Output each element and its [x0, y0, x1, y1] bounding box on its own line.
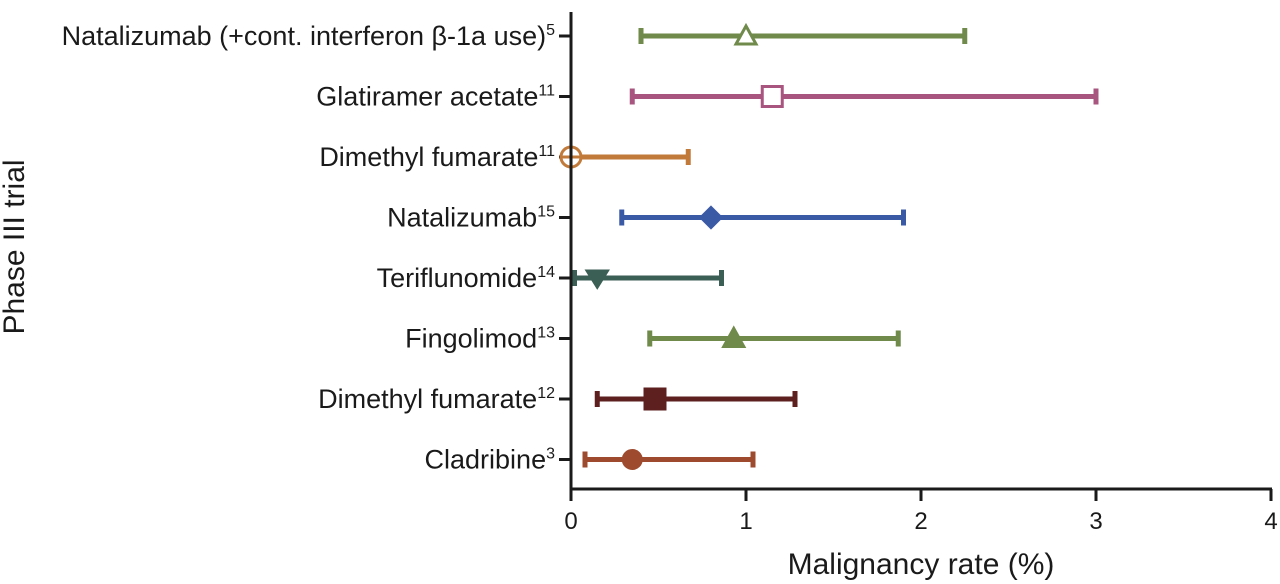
row-label-text: Natalizumab (+cont. interferon β-1a use): [62, 21, 547, 51]
point-estimate-marker: [760, 85, 784, 108]
x-tick-label: 4: [1264, 508, 1277, 535]
row-label: Teriflunomide14: [377, 263, 555, 293]
row-label-text: Fingolimod: [405, 324, 537, 354]
row-label: Dimethyl fumarate12: [318, 384, 555, 414]
forest-row: Teriflunomide14: [377, 263, 724, 293]
row-label-text: Cladribine: [425, 445, 547, 475]
forest-row: Fingolimod13: [405, 324, 901, 354]
row-reference: 11: [538, 143, 555, 160]
point-estimate-marker: [621, 449, 643, 470]
row-reference: 5: [546, 22, 555, 39]
row-label-text: Glatiramer acetate: [316, 82, 538, 112]
point-estimate-marker: [733, 22, 759, 46]
row-label: Fingolimod13: [405, 324, 555, 354]
row-reference: 14: [537, 264, 555, 281]
row-reference: 15: [537, 204, 555, 221]
row-reference: 3: [546, 446, 555, 463]
row-reference: 13: [537, 325, 555, 342]
forest-row: Natalizumab (+cont. interferon β-1a use)…: [62, 21, 968, 51]
x-tick-label: 1: [739, 508, 752, 535]
x-ticks: 0 1 2 3 4: [564, 489, 1278, 535]
forest-row: Dimethyl fumarate12: [318, 384, 798, 414]
row-reference: 12: [537, 385, 555, 402]
y-axis-title: Phase III trial: [0, 159, 31, 334]
x-tick-label: 2: [914, 508, 927, 535]
point-estimate-marker: [721, 325, 747, 348]
row-label-text: Dimethyl fumarate: [318, 384, 537, 414]
point-estimate-marker: [643, 387, 667, 411]
forest-row: Dimethyl fumarate11: [319, 142, 691, 172]
row-label: Dimethyl fumarate11: [319, 142, 555, 172]
point-estimate-marker: [584, 269, 610, 290]
forest-row: Cladribine3: [425, 445, 756, 475]
x-tick-label: 3: [1089, 508, 1102, 535]
row-reference: 11: [538, 83, 555, 100]
row-label: Natalizumab (+cont. interferon β-1a use)…: [62, 21, 556, 51]
row-label: Natalizumab15: [387, 203, 555, 233]
row-label-text: Natalizumab: [387, 203, 537, 233]
row-label: Cladribine3: [425, 445, 556, 475]
forest-row: Natalizumab15: [387, 203, 906, 233]
row-label-text: Dimethyl fumarate: [319, 142, 538, 172]
rows-layer: Natalizumab (+cont. interferon β-1a use)…: [62, 21, 1099, 475]
forest-row: Glatiramer acetate11: [316, 82, 1099, 112]
x-tick-label: 0: [564, 508, 577, 535]
row-label: Glatiramer acetate11: [316, 82, 555, 112]
point-estimate-marker: [698, 205, 724, 230]
x-axis-title: Malignancy rate (%): [788, 548, 1055, 581]
row-label-text: Teriflunomide: [377, 263, 538, 293]
